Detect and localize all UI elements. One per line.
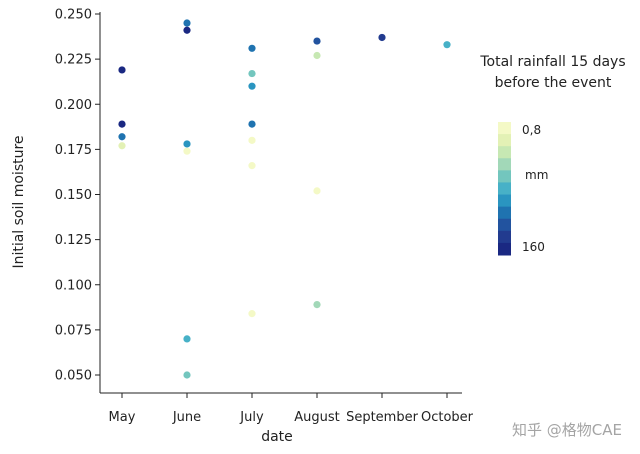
data-point <box>248 162 256 170</box>
y-tick-label: 0.200 <box>55 98 92 113</box>
y-axis-title: Initial soil moisture <box>11 135 27 268</box>
colorbar-segment <box>498 170 511 183</box>
data-point <box>118 133 126 141</box>
data-point <box>183 140 191 148</box>
colorbar <box>498 122 511 256</box>
x-tick-label: May <box>109 410 136 425</box>
legend-title-line2: before the event <box>495 75 612 91</box>
y-tick-label: 0.050 <box>55 369 92 384</box>
y-tick-label: 0.150 <box>55 188 92 203</box>
data-point <box>313 187 321 195</box>
x-tick-label: August <box>294 410 340 425</box>
data-point <box>248 69 256 78</box>
colorbar-segment <box>498 134 511 147</box>
y-tick-label: 0.100 <box>55 278 92 293</box>
colorbar-segment <box>498 242 511 256</box>
y-tick-label: 0.175 <box>55 143 92 158</box>
data-point <box>183 371 191 379</box>
data-point <box>313 301 321 309</box>
data-point <box>118 66 126 74</box>
x-tick-label: September <box>346 410 419 425</box>
x-tick-label: July <box>239 410 264 425</box>
data-point <box>118 142 126 150</box>
data-point <box>183 26 191 34</box>
colorbar-legend: Total rainfall 15 days before the event … <box>479 54 626 256</box>
data-point <box>248 44 256 52</box>
colorbar-segment <box>498 194 511 208</box>
y-tick-label: 0.075 <box>55 323 92 338</box>
colorbar-segment <box>498 122 511 135</box>
y-ticks: 0.050 0.075 0.100 0.125 0.150 0.175 0.200 0.225… <box>55 8 100 384</box>
colorbar-max-label: 160 <box>522 240 545 254</box>
x-tick-label: June <box>172 410 201 425</box>
colorbar-segment <box>498 158 511 171</box>
data-point <box>248 120 256 128</box>
x-axis-title: date <box>261 429 293 445</box>
colorbar-segment <box>498 182 511 196</box>
y-tick-label: 0.125 <box>55 233 92 248</box>
x-ticks: May June July August September October <box>109 393 474 425</box>
data-point <box>118 120 126 128</box>
data-point <box>248 136 256 144</box>
colorbar-min-label: 0,8 <box>522 123 541 137</box>
x-tick-label: October <box>421 410 474 425</box>
data-point <box>248 310 256 318</box>
data-point <box>443 41 451 49</box>
data-points <box>118 19 451 379</box>
colorbar-segment <box>498 218 511 232</box>
data-point <box>183 19 191 27</box>
colorbar-segment <box>498 230 511 244</box>
y-tick-label: 0.225 <box>55 53 92 68</box>
colorbar-segment <box>498 146 511 159</box>
data-point <box>313 51 321 60</box>
colorbar-segment <box>498 206 511 220</box>
watermark: 知乎 @格物CAE <box>512 421 622 439</box>
colorbar-unit-label: mm <box>525 168 548 182</box>
data-point <box>378 33 386 42</box>
y-tick-label: 0.250 <box>55 8 92 23</box>
data-point <box>183 335 191 343</box>
data-point <box>313 37 321 45</box>
data-point <box>183 147 191 155</box>
legend-title-line1: Total rainfall 15 days <box>479 54 625 70</box>
data-point <box>248 82 256 90</box>
axes <box>99 12 462 394</box>
